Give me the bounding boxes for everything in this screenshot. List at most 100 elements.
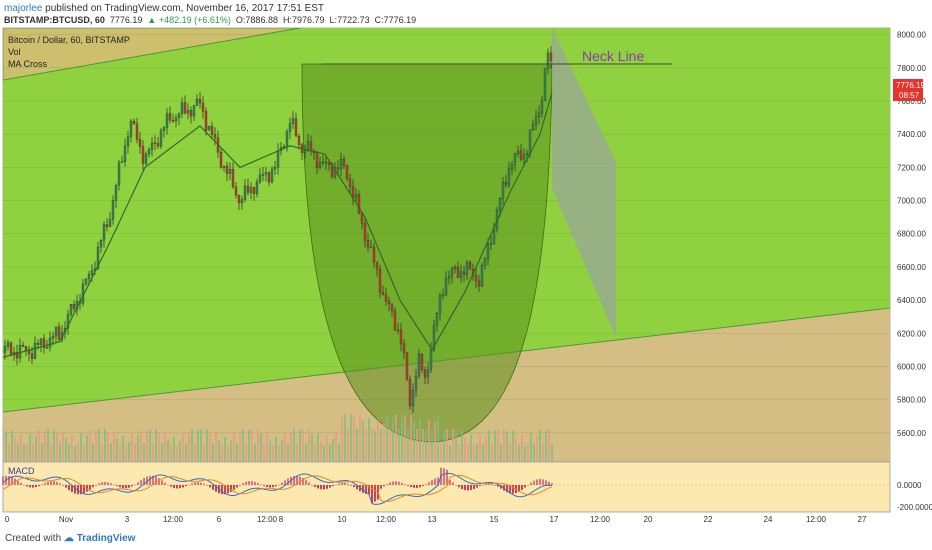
candle (36, 343, 40, 345)
macd-histogram-bar (182, 485, 184, 488)
volume-bar (17, 444, 19, 461)
macd-histogram-bar (65, 485, 67, 488)
macd-histogram-bar (428, 482, 430, 485)
macd-histogram-bar (239, 485, 241, 486)
candle (348, 178, 352, 187)
candle (321, 161, 325, 164)
volume-bar (122, 435, 124, 461)
volume-bar (434, 422, 436, 461)
volume-bar (440, 443, 442, 461)
volume-bar (236, 443, 238, 461)
author-link[interactable]: majorlee (4, 3, 43, 14)
high-value: 7976.79 (291, 15, 325, 25)
x-tick-label: 27 (858, 515, 867, 524)
volume-bar (524, 445, 526, 461)
volume-bar (437, 415, 439, 461)
volume-bar (395, 414, 397, 461)
volume-bar (224, 436, 226, 461)
projection-wedge (552, 28, 616, 338)
macd-histogram-bar (413, 485, 415, 488)
macd-histogram-bar (398, 481, 400, 485)
candle (411, 390, 415, 407)
volume-bar (269, 441, 271, 461)
macd-histogram-bar (62, 485, 64, 486)
volume-bar (344, 414, 346, 461)
macd-histogram-bar (464, 485, 466, 491)
volume-bar (86, 435, 88, 461)
macd-histogram-bar (494, 485, 496, 486)
candle (39, 338, 43, 345)
macd-histogram-bar (221, 485, 223, 495)
tradingview-brand[interactable]: TradingView (76, 533, 136, 544)
last-price: 7776.19 (109, 15, 143, 25)
macd-histogram-bar (137, 482, 139, 485)
macd-histogram-bar (17, 480, 19, 485)
legend-title: Bitcoin / Dollar, 60, BITSTAMP (8, 35, 130, 45)
volume-bar (92, 443, 94, 461)
macd-tick-neg200: -200.0000 (897, 503, 932, 512)
volume-bar (209, 433, 211, 461)
candle (18, 344, 22, 359)
volume-bar (131, 432, 133, 461)
price-tag-value: 7776.19 (896, 81, 925, 90)
candle (522, 154, 526, 160)
macd-histogram-bar (32, 485, 34, 488)
macd-histogram-bar (8, 475, 10, 485)
macd-histogram-bar (263, 485, 265, 486)
candle (543, 68, 547, 101)
candle (375, 261, 379, 270)
macd-histogram-bar (230, 485, 232, 492)
candle (15, 351, 19, 359)
candle (261, 174, 265, 176)
legend-ma: MA Cross (8, 59, 48, 69)
candle (456, 267, 460, 278)
macd-histogram-bar (467, 485, 469, 491)
volume-bar (191, 429, 193, 461)
macd-histogram-bar (527, 484, 529, 486)
candle (480, 264, 484, 287)
candle (48, 338, 52, 348)
volume-bar (197, 429, 199, 461)
volume-bar (431, 429, 433, 461)
candle (258, 174, 262, 183)
macd-histogram-bar (524, 485, 526, 488)
volume-bar (329, 444, 331, 461)
legend-vol: Vol (8, 47, 21, 57)
candle (381, 292, 385, 296)
candle (489, 243, 493, 245)
macd-histogram-bar (128, 485, 130, 488)
volume-bar (128, 442, 130, 461)
volume-bar (173, 436, 175, 461)
volume-bar (83, 443, 85, 461)
macd-histogram-bar (461, 485, 463, 490)
candle (501, 182, 505, 199)
macd-histogram-bar (110, 483, 112, 485)
volume-bar (407, 428, 409, 461)
candle (450, 268, 454, 277)
volume-bar (170, 444, 172, 461)
macd-histogram-bar (542, 479, 544, 485)
candle (363, 223, 367, 241)
candle (507, 168, 511, 186)
macd-histogram-bar (401, 482, 403, 485)
volume-bar (446, 429, 448, 461)
macd-histogram-bar (185, 485, 187, 487)
macd-histogram-bar (269, 485, 271, 488)
volume-bar (71, 435, 73, 461)
macd-histogram-bar (194, 482, 196, 485)
candle (510, 164, 514, 169)
candle (201, 102, 205, 112)
volume-bar (254, 443, 256, 461)
macd-histogram-bar (251, 481, 253, 485)
candle (459, 271, 463, 278)
macd-histogram-bar (530, 482, 532, 485)
candle (390, 303, 394, 312)
volume-bar (263, 443, 265, 461)
candle (108, 219, 112, 227)
candle (153, 142, 157, 144)
volume-bar (14, 437, 16, 461)
candle (105, 224, 109, 227)
candle (57, 326, 61, 340)
x-tick-label: Nov (59, 515, 73, 524)
